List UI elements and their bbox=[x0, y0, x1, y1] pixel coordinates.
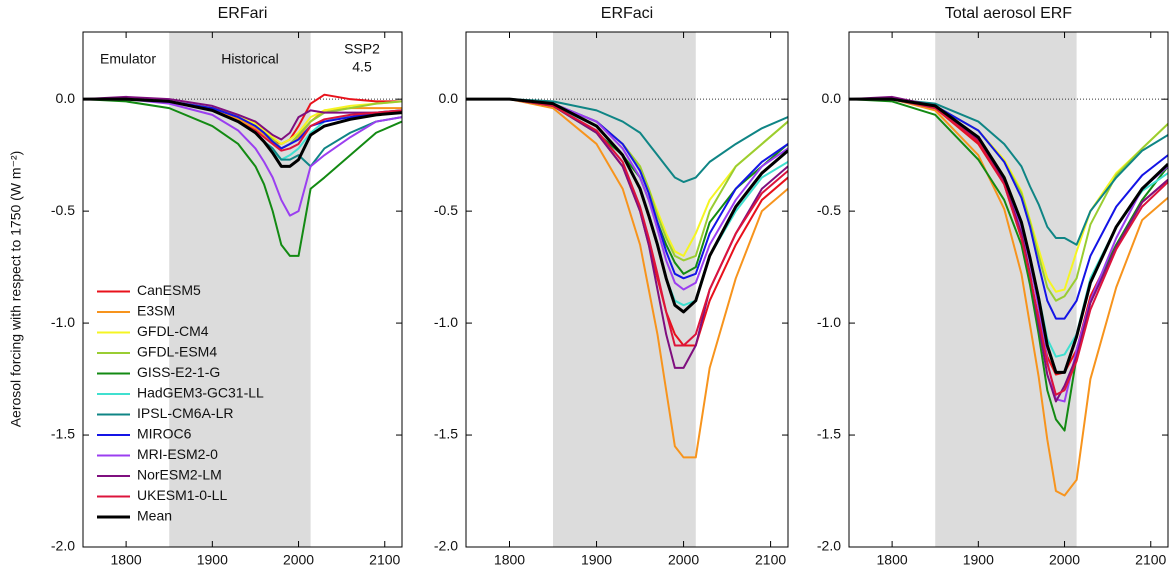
y-tick-label: -0.5 bbox=[434, 202, 458, 218]
plot-area bbox=[83, 32, 402, 547]
annotation: Emulator bbox=[100, 51, 156, 67]
y-axis-label: Aerosol forcing with respect to 1750 (W … bbox=[8, 151, 24, 428]
shaded-period bbox=[935, 32, 1077, 547]
y-tick-label: -2.0 bbox=[434, 538, 458, 554]
legend-label: NorESM2-LM bbox=[137, 467, 222, 483]
y-tick-label: -1.5 bbox=[817, 426, 841, 442]
series-line bbox=[83, 98, 402, 257]
legend-label: IPSL-CM6A-LR bbox=[137, 405, 233, 421]
x-tick-label: 1800 bbox=[111, 552, 142, 568]
series-line bbox=[83, 97, 402, 168]
y-tick-label: 0.0 bbox=[56, 90, 76, 106]
legend-label: GFDL-CM4 bbox=[137, 323, 209, 339]
panel-title: ERFari bbox=[218, 5, 268, 22]
plot-area bbox=[849, 32, 1168, 547]
y-tick-label: -1.5 bbox=[51, 426, 75, 442]
annotation: Historical bbox=[221, 51, 279, 67]
series-line bbox=[849, 98, 1168, 320]
y-tick-label: 0.0 bbox=[439, 90, 459, 106]
x-tick-label: 1800 bbox=[877, 552, 908, 568]
legend-label: UKESM1-0-LL bbox=[137, 487, 227, 503]
y-tick-label: -0.5 bbox=[817, 202, 841, 218]
series-line bbox=[849, 97, 1168, 374]
series-line bbox=[466, 97, 788, 314]
series-line bbox=[466, 98, 788, 291]
y-tick-label: 0.0 bbox=[822, 90, 842, 106]
panel-title: Total aerosol ERF bbox=[945, 5, 1072, 22]
series-line bbox=[466, 98, 788, 184]
y-tick-label: -0.5 bbox=[51, 202, 75, 218]
plot-frame bbox=[465, 31, 789, 548]
y-tick-label: -1.0 bbox=[51, 314, 75, 330]
y-tick-label: -1.0 bbox=[817, 314, 841, 330]
x-tick-label: 2000 bbox=[1049, 552, 1080, 568]
y-tick-label: -2.0 bbox=[51, 538, 75, 554]
plot-frame bbox=[848, 31, 1169, 548]
x-tick-label: 2100 bbox=[369, 552, 400, 568]
legend-label: MRI-ESM2-0 bbox=[137, 446, 218, 462]
x-tick-label: 2100 bbox=[755, 552, 786, 568]
x-tick-label: 2000 bbox=[283, 552, 314, 568]
legend-label: HadGEM3-GC31-LL bbox=[137, 385, 264, 401]
legend-label: GISS-E2-1-G bbox=[137, 364, 220, 380]
x-tick-label: 1900 bbox=[581, 552, 612, 568]
annotation: SSP2 bbox=[344, 41, 380, 57]
plot-frame bbox=[82, 31, 403, 548]
series-line bbox=[849, 98, 1168, 246]
shaded-period bbox=[553, 32, 696, 547]
y-tick-label: -2.0 bbox=[817, 538, 841, 554]
y-tick-label: -1.0 bbox=[434, 314, 458, 330]
x-tick-label: 2100 bbox=[1135, 552, 1166, 568]
y-tick-label: -1.5 bbox=[434, 426, 458, 442]
series-line bbox=[849, 98, 1168, 497]
series-line bbox=[466, 98, 788, 459]
series-line bbox=[83, 95, 402, 141]
series-line bbox=[466, 98, 788, 347]
legend-label: Mean bbox=[137, 508, 172, 524]
legend-label: GFDL-ESM4 bbox=[137, 344, 217, 360]
panel-title: ERFaci bbox=[601, 5, 653, 22]
legend-label: MIROC6 bbox=[137, 426, 192, 442]
legend-label: CanESM5 bbox=[137, 282, 201, 298]
annotation: 4.5 bbox=[352, 59, 372, 75]
legend-label: E3SM bbox=[137, 303, 175, 319]
series-line bbox=[849, 98, 1168, 396]
series-line bbox=[83, 98, 402, 217]
x-tick-label: 1800 bbox=[494, 552, 525, 568]
x-tick-label: 1900 bbox=[197, 552, 228, 568]
x-tick-label: 2000 bbox=[668, 552, 699, 568]
x-tick-label: 1900 bbox=[963, 552, 994, 568]
plot-area bbox=[466, 32, 788, 547]
